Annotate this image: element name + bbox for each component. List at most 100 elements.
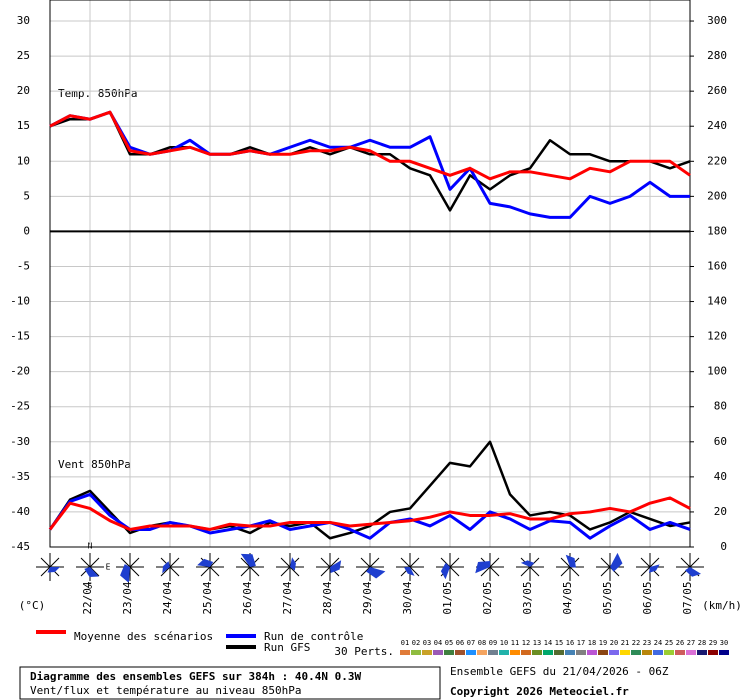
perturbation-swatch — [543, 650, 553, 655]
x-tick-label: 22/04 — [81, 581, 94, 614]
perturbation-name: 14 — [544, 639, 552, 647]
rose-petal — [197, 558, 214, 567]
perturbation-name: 10 — [500, 639, 508, 647]
perturbation-swatch — [444, 650, 454, 655]
y-tick-label: 30 — [17, 14, 30, 27]
rose-petal — [684, 567, 702, 577]
y-tick-label: -35 — [10, 470, 30, 483]
perturbation-name: 26 — [676, 639, 684, 647]
perturbation-swatch — [576, 650, 586, 655]
perturbation-swatch — [499, 650, 509, 655]
perturbation-name: 06 — [456, 639, 464, 647]
y-tick-label: -25 — [10, 400, 30, 413]
perturbation-swatch — [653, 650, 663, 655]
x-tick-label: 29/04 — [361, 581, 374, 614]
perturbation-swatch — [411, 650, 421, 655]
legend-label: Run GFS — [264, 641, 310, 654]
rose-petal — [47, 567, 60, 573]
perturbation-swatch — [697, 650, 707, 655]
wind-roses — [36, 552, 704, 583]
perturbation-name: 21 — [621, 639, 629, 647]
y-tick-label: -15 — [10, 330, 30, 343]
perturbation-swatch — [400, 650, 410, 655]
perturbation-name: 17 — [577, 639, 585, 647]
x-tick-label: 05/05 — [601, 581, 614, 614]
perturbation-name: 22 — [632, 639, 640, 647]
perturbation-swatch — [598, 650, 608, 655]
y2-tick-label: 140 — [707, 295, 727, 308]
y2-tick-label: 160 — [707, 259, 727, 272]
perturbation-swatch — [455, 650, 465, 655]
perturbation-label: 30 Perts. — [334, 645, 394, 658]
y-tick-label: 0 — [23, 224, 30, 237]
y-tick-label: -10 — [10, 295, 30, 308]
perturbation-swatch — [466, 650, 476, 655]
rose-petal — [290, 557, 296, 571]
copyright: Copyright 2026 Meteociel.fr — [450, 685, 629, 698]
perturbation-swatch — [620, 650, 630, 655]
rose-petal — [120, 564, 130, 583]
perturbation-name: 15 — [555, 639, 563, 647]
perturbation-name: 28 — [698, 639, 706, 647]
x-tick-label: 06/05 — [641, 581, 654, 614]
perturbation-name: 13 — [533, 639, 541, 647]
x-tick-label: 03/05 — [521, 581, 534, 614]
series-line — [48, 496, 691, 531]
x-tick-label: 30/04 — [401, 581, 414, 614]
perturbation-swatch — [631, 650, 641, 655]
x-tick-label: 04/05 — [561, 581, 574, 614]
perturbation-name: 02 — [412, 639, 420, 647]
title-box — [19, 666, 441, 700]
perturbation-swatch — [675, 650, 685, 655]
perturbation-swatch — [609, 650, 619, 655]
y-tick-label: 10 — [17, 154, 30, 167]
rose-petal — [649, 564, 660, 573]
y-unit: (°C) — [19, 599, 46, 612]
y2-tick-label: 100 — [707, 365, 727, 378]
y2-tick-label: 60 — [714, 435, 727, 448]
perturbation-swatch — [532, 650, 542, 655]
perturbation-swatch — [477, 650, 487, 655]
run-label: Ensemble GEFS du 21/04/2026 - 06Z — [450, 665, 669, 678]
perturbation-swatch — [686, 650, 696, 655]
y2-tick-label: 200 — [707, 189, 727, 202]
perturbation-name: 25 — [665, 639, 673, 647]
rose-petal — [162, 561, 170, 574]
perturbation-name: 08 — [478, 639, 486, 647]
perturbation-swatch — [587, 650, 597, 655]
perturbation-name: 19 — [599, 639, 607, 647]
perturbation-name: 09 — [489, 639, 497, 647]
rose-petal — [565, 554, 576, 568]
rose-petal — [404, 567, 415, 576]
y2-tick-label: 260 — [707, 84, 727, 97]
y2-tick-label: 20 — [714, 505, 727, 518]
x-tick-label: 01/05 — [441, 581, 454, 614]
x-tick-label: 24/04 — [161, 581, 174, 614]
y2-tick-label: 300 — [707, 14, 727, 27]
x-tick-label: 28/04 — [321, 581, 334, 614]
perturbation-name: 20 — [610, 639, 618, 647]
series-line — [49, 110, 691, 181]
chart-subtitle: Vent/flux et température au niveau 850hP… — [30, 684, 302, 697]
y2-tick-label: 240 — [707, 119, 727, 132]
annotation: Temp. 850hPa — [58, 87, 137, 100]
perturbation-name: 12 — [522, 639, 530, 647]
compass-label: E — [106, 563, 111, 572]
y-tick-label: 25 — [17, 49, 30, 62]
compass-label: S — [88, 582, 93, 591]
x-tick-label: 27/04 — [281, 581, 294, 614]
x-tick-label: 07/05 — [681, 581, 694, 614]
perturbation-swatch — [488, 650, 498, 655]
y-tick-label: 5 — [23, 189, 30, 202]
perturbation-name: 24 — [654, 639, 662, 647]
x-tick-label: 02/05 — [481, 581, 494, 614]
legend-label: Run de contrôle — [264, 630, 363, 643]
y2-unit: (km/h) — [702, 599, 740, 612]
x-tick-label: 26/04 — [241, 581, 254, 614]
plot-frame — [49, 0, 691, 548]
rose-petal — [330, 560, 342, 573]
y2-tick-label: 220 — [707, 154, 727, 167]
y2-tick-label: 0 — [720, 540, 727, 553]
rose-petal — [440, 562, 450, 580]
